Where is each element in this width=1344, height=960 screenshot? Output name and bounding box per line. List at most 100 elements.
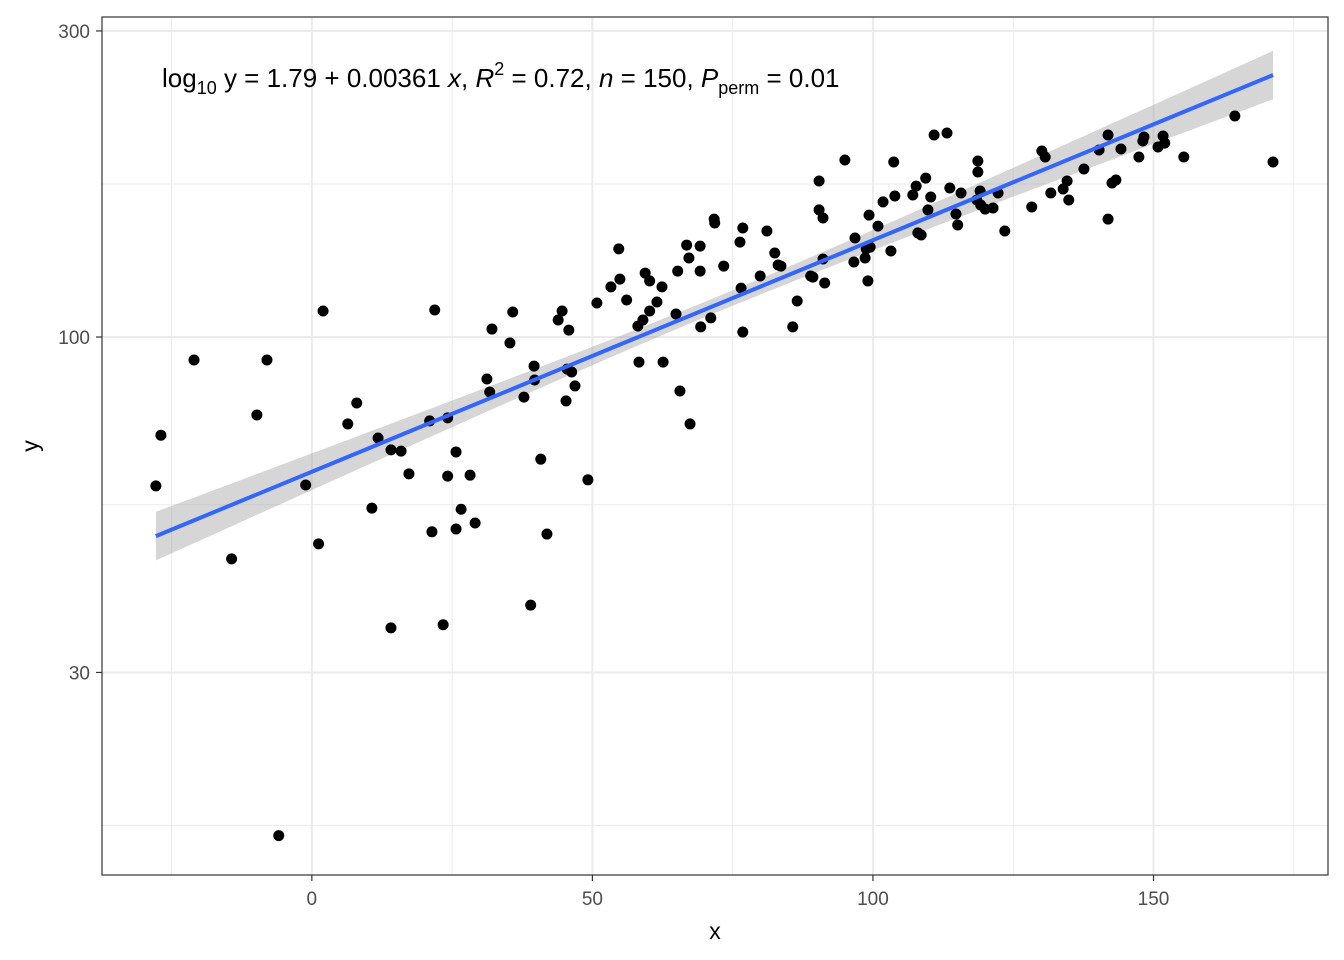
annotation-part: 10 (197, 78, 217, 98)
data-point (251, 409, 263, 421)
data-point (920, 172, 932, 184)
data-point (683, 252, 695, 264)
y-tick-label: 30 (69, 663, 90, 684)
data-point (351, 397, 363, 409)
data-point (754, 270, 766, 282)
data-point (737, 222, 749, 234)
regression-line (155, 73, 1274, 538)
data-point (1102, 129, 1114, 141)
data-point (972, 166, 984, 178)
data-point (426, 526, 438, 538)
y-axis: 30 100 300 (58, 22, 102, 684)
data-point (670, 308, 682, 320)
data-point (504, 337, 516, 349)
annotation-part: 2 (494, 59, 504, 79)
data-point (952, 219, 964, 231)
data-point (450, 446, 462, 458)
data-point (429, 304, 441, 316)
data-point (484, 386, 496, 398)
data-point (734, 236, 746, 248)
y-axis-label: y (17, 440, 43, 452)
data-point (1039, 151, 1051, 163)
annotation-part: = 0.01 (759, 63, 839, 93)
data-point (769, 247, 781, 259)
annotation-part: log (162, 63, 197, 93)
data-point (807, 271, 819, 283)
data-point (674, 385, 686, 397)
data-point (566, 366, 578, 378)
data-point (848, 256, 860, 268)
data-point (366, 502, 378, 514)
data-point (372, 432, 384, 444)
annotation-part: n (599, 63, 613, 93)
data-point (915, 229, 927, 241)
data-point (907, 189, 919, 201)
data-point (342, 418, 354, 430)
data-point (481, 373, 493, 385)
data-point (644, 305, 656, 317)
data-point (910, 180, 922, 192)
data-point (552, 314, 564, 326)
data-point (313, 538, 325, 550)
data-point (1026, 201, 1038, 213)
data-point (155, 429, 167, 441)
y-tick-label: 100 (58, 328, 90, 349)
annotation-part: y = 1.79 + 0.00361 (217, 63, 448, 93)
data-point (928, 129, 940, 141)
data-point (188, 354, 200, 366)
data-point (385, 622, 397, 634)
data-point (1229, 110, 1241, 122)
data-point (403, 468, 415, 480)
data-point (469, 517, 481, 529)
data-point (999, 225, 1011, 237)
data-point (450, 523, 462, 535)
data-point (718, 260, 730, 272)
data-point (787, 321, 799, 333)
data-point (737, 326, 749, 338)
data-point (709, 217, 721, 229)
panel-border (101, 16, 1329, 876)
data-point (849, 232, 861, 244)
data-point (1267, 156, 1279, 168)
data-point (1133, 151, 1145, 163)
annotation-part: = 0.72, (504, 63, 599, 93)
annotation-part: perm (718, 78, 759, 98)
data-point (1115, 143, 1127, 155)
x-tick-label: 150 (1138, 889, 1170, 910)
data-point (877, 196, 889, 208)
data-point (385, 444, 397, 456)
data-point (1061, 175, 1073, 187)
data-point (535, 453, 547, 465)
data-point (614, 273, 626, 285)
data-point (605, 281, 617, 293)
minor-gridlines (102, 17, 1328, 875)
data-point (637, 314, 649, 326)
data-point (775, 260, 787, 272)
data-point (656, 281, 668, 293)
data-point (972, 155, 984, 167)
data-point (556, 305, 568, 317)
data-point (261, 354, 273, 366)
data-point (528, 360, 540, 372)
annotation-part: P (701, 63, 719, 93)
data-point (862, 275, 874, 287)
data-point (633, 356, 645, 368)
data-point (941, 127, 953, 139)
data-point (644, 275, 656, 287)
data-point (273, 830, 285, 842)
data-point (560, 395, 572, 407)
data-points (150, 110, 1279, 842)
data-point (525, 599, 537, 611)
data-point (150, 480, 162, 492)
annotation-part: , (461, 63, 475, 93)
data-point (657, 356, 669, 368)
x-tick-label: 50 (582, 889, 603, 910)
data-point (651, 296, 663, 308)
annotation-part: x (446, 63, 462, 93)
data-point (582, 474, 594, 486)
data-point (395, 445, 407, 457)
data-point (621, 294, 633, 306)
data-point (1063, 194, 1075, 206)
